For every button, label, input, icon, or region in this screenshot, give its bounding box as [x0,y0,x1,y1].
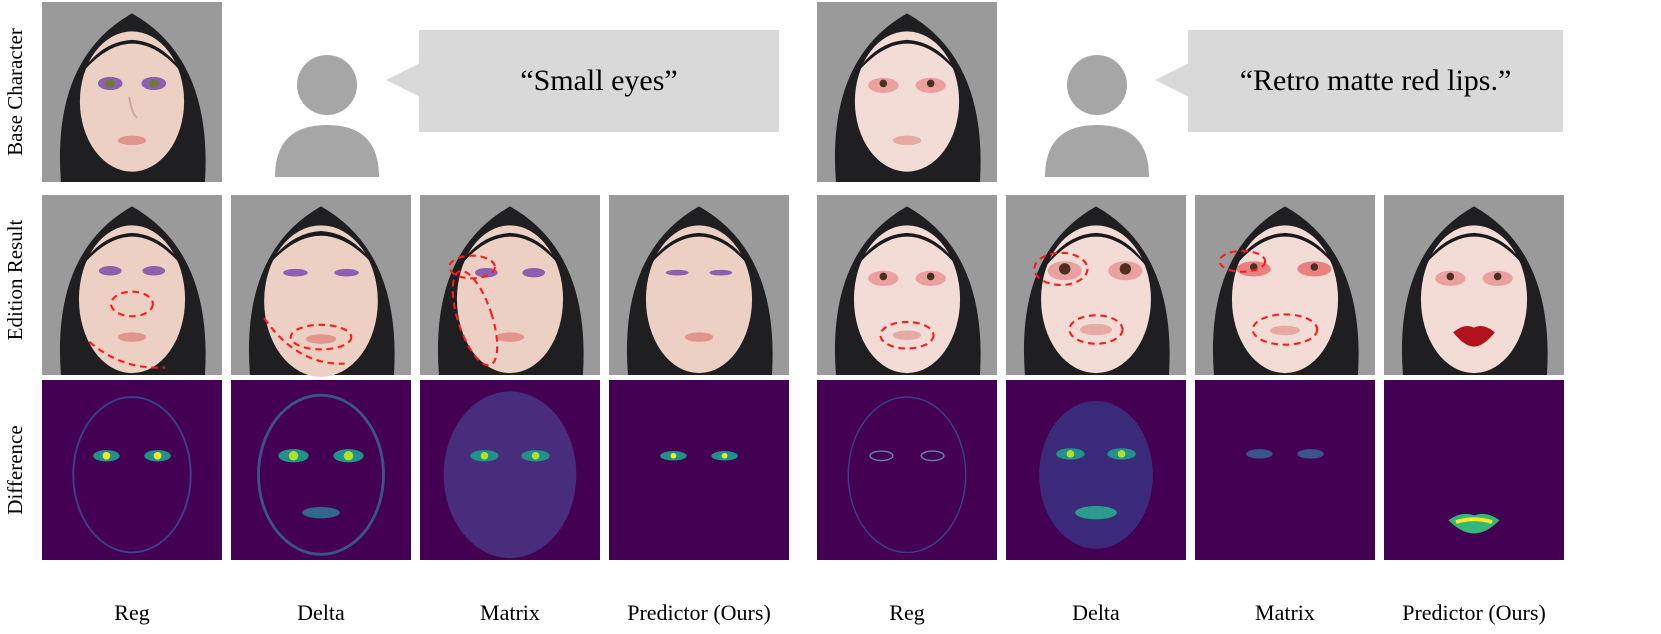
difference-predictor-left [609,380,789,560]
edition-result-matrix-right [1195,190,1375,380]
column-label-matrix-left: Matrix [480,600,540,625]
speech-bubble-tail-left [386,63,420,97]
column-label-reg-right: Reg [889,600,925,625]
difference-matrix-left [420,380,600,560]
edition-result-reg-right [817,190,997,380]
row-label-base-character: Base Character [3,28,27,156]
edition-result-predictor-left [609,190,789,380]
row-label-difference: Difference [3,425,27,515]
prompt-text-left: “Small eyes” [520,64,678,97]
column-label-delta-right: Delta [1072,600,1120,625]
difference-reg-left [42,380,222,560]
column-label-predictor-left: Predictor (Ours) [627,600,771,625]
face-portrait-base-right [817,2,997,182]
speech-bubble-right: “Retro matte red lips.” [1188,30,1563,132]
column-label-reg-left: Reg [114,600,150,625]
edition-result-reg-left [42,190,222,380]
difference-delta-right [1006,380,1186,560]
column-label-matrix-right: Matrix [1255,600,1315,625]
edition-result-delta-right [1006,190,1186,380]
base-character-image-left [42,2,222,182]
difference-delta-left [231,380,411,560]
speech-bubble-tail-right [1155,63,1189,97]
face-portrait-base-left [42,2,222,182]
edition-result-matrix-left [420,190,600,380]
user-icon-left [272,55,382,177]
speech-bubble-left: “Small eyes” [419,30,779,132]
column-label-delta-left: Delta [297,600,345,625]
difference-matrix-right [1195,380,1375,560]
prompt-text-right: “Retro matte red lips.” [1239,64,1512,97]
difference-predictor-right [1384,380,1564,560]
edition-result-delta-left [231,190,411,380]
row-label-edition-result: Edition Result [3,219,27,341]
column-label-predictor-right: Predictor (Ours) [1402,600,1546,625]
user-icon-right [1042,55,1152,177]
difference-reg-right [817,380,997,560]
base-character-image-right [817,2,997,182]
edition-result-predictor-right [1384,190,1564,380]
